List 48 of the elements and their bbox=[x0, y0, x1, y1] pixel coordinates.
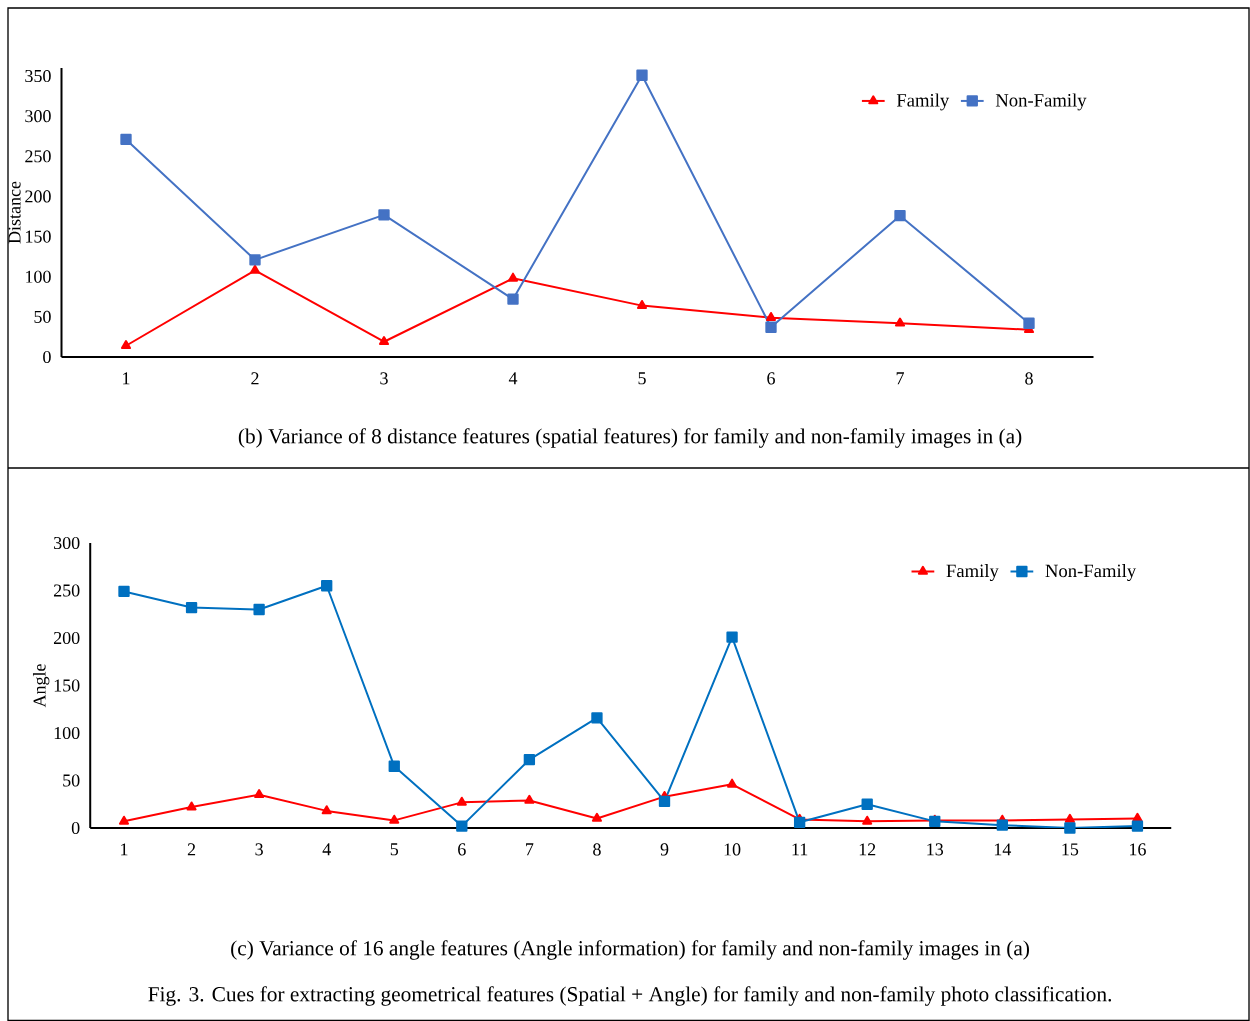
y-tick-label: 0 bbox=[43, 350, 51, 363]
y-tick-label: 250 bbox=[25, 150, 51, 163]
x-tick-label: 12 bbox=[859, 843, 876, 856]
x-tick-label: 11 bbox=[792, 843, 808, 856]
x-tick-label: 13 bbox=[927, 843, 944, 856]
legend-label: Family bbox=[896, 93, 950, 111]
legend-label: Non-Family bbox=[1045, 563, 1137, 581]
x-tick-label: 3 bbox=[380, 372, 388, 385]
x-tick-label: 5 bbox=[390, 843, 399, 856]
x-tick-label: 3 bbox=[255, 843, 263, 856]
x-tick-label: 16 bbox=[1130, 843, 1146, 856]
x-tick-label: 5 bbox=[638, 372, 646, 385]
y-tick-label: 200 bbox=[25, 190, 51, 203]
x-tick-label: 15 bbox=[1062, 843, 1079, 856]
x-tick-label: 6 bbox=[458, 843, 466, 856]
y-axis-title: Distance bbox=[8, 181, 21, 244]
y-tick-label: 100 bbox=[26, 270, 51, 283]
x-tick-label: 14 bbox=[994, 843, 1012, 856]
text: (c) Variance of 16 angle features (Angle information) for family and non-family images in (a) bbox=[231, 940, 1030, 960]
y-tick-label: 150 bbox=[26, 230, 51, 243]
x-tick-label: 6 bbox=[767, 372, 775, 385]
x-tick-label: 8 bbox=[593, 843, 601, 856]
x-tick-label: 2 bbox=[251, 372, 259, 385]
y-tick-label: 250 bbox=[53, 584, 80, 597]
x-tick-label: 1 bbox=[123, 372, 130, 385]
x-tick-label: 4 bbox=[322, 843, 331, 856]
y-axis-title: Angle bbox=[32, 664, 50, 708]
x-tick-label: 7 bbox=[896, 372, 904, 385]
caption: Fig. 3. Cues for extracting geometrical features (Spatial + Angle) for family and non-family photo classification. bbox=[148, 986, 1112, 1006]
y-tick-label: 50 bbox=[63, 774, 80, 787]
x-tick-label: 4 bbox=[508, 372, 518, 385]
x-tick-label: 2 bbox=[187, 843, 196, 856]
y-tick-label: 300 bbox=[25, 110, 51, 123]
legend-label: Family bbox=[946, 563, 999, 581]
x-tick-label: 1 bbox=[121, 843, 128, 856]
y-tick-label: 300 bbox=[54, 536, 80, 549]
x-tick-label: 9 bbox=[660, 843, 669, 856]
y-tick-label: 0 bbox=[71, 821, 80, 834]
y-tick-label: 150 bbox=[54, 679, 80, 692]
text: (b) Variance of 8 distance features (spatial features) for family and non-family images in (a) bbox=[238, 428, 1022, 448]
legend-label: Non-Family bbox=[995, 93, 1087, 111]
y-tick-label: 350 bbox=[25, 69, 51, 83]
x-tick-label: 8 bbox=[1025, 372, 1033, 385]
y-tick-label: 100 bbox=[54, 726, 80, 739]
y-tick-label: 50 bbox=[34, 310, 51, 323]
x-tick-label: 10 bbox=[724, 843, 741, 856]
x-tick-label: 7 bbox=[526, 843, 534, 856]
y-tick-label: 200 bbox=[53, 631, 80, 644]
